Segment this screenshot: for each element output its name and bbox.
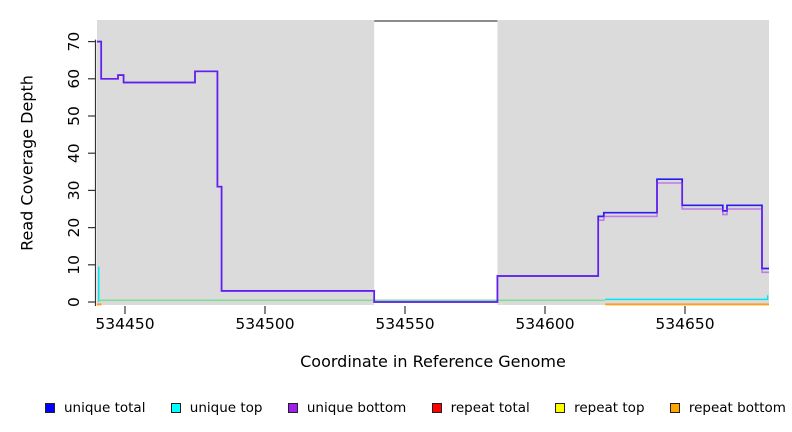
y-tick-label: 70: [65, 32, 83, 52]
legend-swatch-icon: [287, 403, 298, 413]
legend-item-repeat-bottom: repeat bottom: [669, 400, 786, 416]
x-axis-title: Coordinate in Reference Genome: [300, 352, 566, 371]
legend-label: unique total: [64, 400, 146, 416]
legend-swatch-icon: [555, 403, 566, 413]
legend-label: unique bottom: [306, 400, 407, 416]
legend-label: unique top: [189, 400, 263, 416]
y-axis-title: Read Coverage Depth: [17, 75, 37, 251]
shaded-region: [497, 20, 769, 305]
series-unique-bottom: [97, 40, 769, 303]
series-unique-top-right: [605, 295, 769, 301]
y-tick-label: 20: [65, 218, 83, 238]
legend-item-repeat-top: repeat top: [555, 400, 645, 416]
y-tick-label: 60: [65, 69, 83, 89]
x-tick-label: 534650: [655, 315, 714, 333]
y-tick-label: 0: [65, 297, 83, 307]
x-tick-label: 534550: [375, 315, 434, 333]
legend-swatch-icon: [431, 403, 442, 413]
shaded-region: [97, 20, 375, 305]
x-tick-label: 534450: [95, 315, 154, 333]
legend-item-unique-bottom: unique bottom: [287, 400, 407, 416]
legend-label: repeat top: [574, 400, 645, 416]
y-tick-label: 40: [65, 143, 83, 163]
x-tick-label: 534600: [515, 315, 574, 333]
legend-item-unique-total: unique total: [45, 400, 145, 416]
y-tick-label: 30: [65, 181, 83, 201]
x-tick-label: 534500: [235, 315, 294, 333]
legend-label: repeat bottom: [688, 400, 786, 416]
legend-label: repeat total: [450, 400, 530, 416]
legend-item-unique-top: unique top: [170, 400, 263, 416]
y-tick-label: 10: [65, 255, 83, 275]
legend: unique total unique top unique bottom repea…: [45, 397, 786, 419]
legend-swatch-icon: [170, 403, 181, 413]
legend-item-repeat-total: repeat total: [431, 400, 530, 416]
y-tick-label: 50: [65, 106, 83, 126]
legend-swatch-icon: [669, 403, 680, 413]
legend-swatch-icon: [45, 403, 55, 413]
